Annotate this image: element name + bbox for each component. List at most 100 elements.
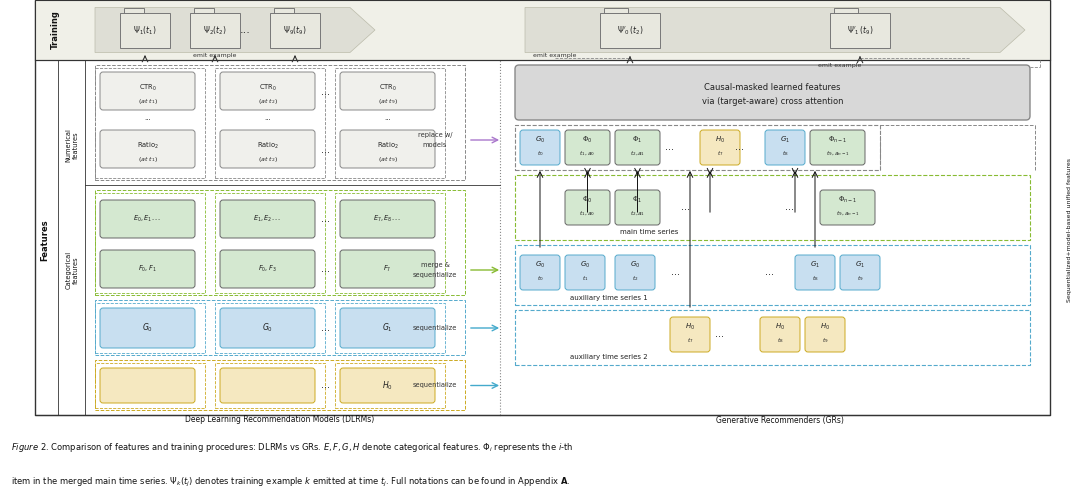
Text: $\Psi_9(t_9)$: $\Psi_9(t_9)$ (283, 24, 307, 37)
Text: $(at\ t_9)$: $(at\ t_9)$ (378, 156, 397, 164)
Text: $\Phi_{n-1}$: $\Phi_{n-1}$ (828, 135, 847, 145)
Text: ...: ... (321, 145, 329, 155)
Text: $(at\ t_2)$: $(at\ t_2)$ (257, 156, 278, 164)
Bar (600, 13, 660, 48)
Text: Numerical
features: Numerical features (66, 128, 79, 162)
FancyBboxPatch shape (220, 368, 315, 403)
Bar (515, 310, 1030, 365)
Text: $t_7$: $t_7$ (687, 336, 693, 345)
Text: ...: ... (321, 214, 329, 224)
Text: ...: ... (671, 267, 679, 277)
Text: $H_0$: $H_0$ (820, 322, 831, 332)
Text: $\mathrm{CTR}_0$: $\mathrm{CTR}_0$ (258, 83, 276, 93)
Text: ...: ... (265, 115, 271, 121)
Text: Categorical
features: Categorical features (66, 251, 79, 289)
Text: $H_0$: $H_0$ (382, 379, 393, 392)
Text: $t_8$: $t_8$ (812, 274, 819, 283)
Bar (215, 68, 325, 178)
Text: Features: Features (41, 219, 50, 261)
Bar (335, 193, 445, 293)
Text: ...: ... (240, 25, 251, 35)
Text: $\mathrm{CTR}_0$: $\mathrm{CTR}_0$ (379, 83, 396, 93)
FancyBboxPatch shape (615, 190, 660, 225)
Bar (95, 68, 205, 178)
Text: $t_8$: $t_8$ (777, 336, 783, 345)
FancyBboxPatch shape (615, 255, 654, 290)
Bar (35, 0, 1050, 60)
Text: $G_1$: $G_1$ (855, 260, 865, 270)
FancyBboxPatch shape (220, 130, 315, 168)
Bar (515, 245, 1030, 305)
Text: $(at\ t_1)$: $(at\ t_1)$ (137, 98, 158, 106)
FancyBboxPatch shape (100, 200, 195, 238)
Text: $H_0$: $H_0$ (685, 322, 696, 332)
FancyArrow shape (525, 8, 1025, 52)
Text: $t_0$: $t_0$ (537, 274, 543, 283)
Text: $\Phi_0$: $\Phi_0$ (582, 195, 593, 205)
Bar (95, 65, 465, 180)
FancyBboxPatch shape (340, 250, 435, 288)
Text: emit example: emit example (819, 62, 862, 68)
FancyBboxPatch shape (220, 308, 315, 348)
Text: ...: ... (321, 380, 329, 390)
Text: $\mathrm{Ratio}_2$: $\mathrm{Ratio}_2$ (257, 141, 279, 151)
Text: $t_8$: $t_8$ (782, 150, 788, 158)
Text: $t_9$: $t_9$ (822, 336, 828, 345)
FancyBboxPatch shape (760, 317, 800, 352)
FancyBboxPatch shape (340, 308, 435, 348)
Text: $t_9,a_{n-1}$: $t_9,a_{n-1}$ (836, 210, 860, 218)
Text: $\mathrm{CTR}_0$: $\mathrm{CTR}_0$ (138, 83, 157, 93)
Text: ...: ... (785, 202, 795, 212)
Bar (95, 300, 465, 355)
FancyBboxPatch shape (670, 317, 710, 352)
Text: ...: ... (321, 264, 329, 274)
Text: $G_1$: $G_1$ (810, 260, 820, 270)
FancyBboxPatch shape (805, 317, 845, 352)
Text: $t_9$: $t_9$ (856, 274, 863, 283)
Text: $t_1,a_0$: $t_1,a_0$ (580, 210, 595, 218)
Text: Sequentialized+model-based unified features: Sequentialized+model-based unified featu… (1067, 158, 1072, 302)
Text: ...: ... (680, 202, 689, 212)
Bar (335, 303, 445, 353)
Bar (95, 360, 465, 410)
Bar (124, 8, 144, 13)
Text: $\Psi'_1\,(t_9)$: $\Psi'_1\,(t_9)$ (847, 24, 874, 37)
Bar (194, 8, 214, 13)
Text: $\Phi_1$: $\Phi_1$ (633, 195, 643, 205)
FancyBboxPatch shape (340, 130, 435, 168)
Text: ...: ... (321, 323, 329, 333)
Text: $G_0$: $G_0$ (580, 260, 590, 270)
Text: item in the merged main time series. $\Psi_k(t_j)$ denotes training example $k$ : item in the merged main time series. $\P… (11, 476, 570, 489)
Text: main time series: main time series (620, 229, 678, 235)
FancyBboxPatch shape (100, 308, 195, 348)
FancyBboxPatch shape (519, 130, 561, 165)
Text: emit example: emit example (193, 54, 237, 59)
Bar (215, 303, 325, 353)
Text: $F_0,F_3$: $F_0,F_3$ (258, 264, 276, 274)
Text: $t_2,\!a_1$: $t_2,\!a_1$ (630, 150, 645, 158)
Text: ...: ... (766, 267, 774, 277)
FancyBboxPatch shape (820, 190, 875, 225)
Text: ...: ... (735, 142, 744, 152)
FancyBboxPatch shape (565, 130, 610, 165)
FancyBboxPatch shape (700, 130, 740, 165)
FancyBboxPatch shape (340, 368, 435, 403)
Bar (335, 68, 445, 178)
Text: ...: ... (321, 87, 329, 97)
FancyBboxPatch shape (220, 72, 315, 110)
Text: $\mathrm{Ratio}_2$: $\mathrm{Ratio}_2$ (137, 141, 159, 151)
Bar (120, 13, 170, 48)
Text: $E_0,E_1...$: $E_0,E_1...$ (133, 214, 162, 224)
FancyBboxPatch shape (100, 368, 195, 403)
Text: $\Phi_{n-1}$: $\Phi_{n-1}$ (838, 195, 858, 205)
FancyBboxPatch shape (515, 65, 1030, 120)
Text: $E_1,E_2...$: $E_1,E_2...$ (254, 214, 282, 224)
Bar (515, 125, 880, 170)
Text: $G_0$: $G_0$ (262, 322, 273, 334)
FancyArrow shape (95, 8, 375, 52)
Text: auxiliary time series 2: auxiliary time series 2 (570, 354, 648, 360)
Text: $t_9,a_{n-1}$: $t_9,a_{n-1}$ (826, 150, 849, 158)
FancyBboxPatch shape (340, 200, 435, 238)
Text: ...: ... (665, 142, 675, 152)
Text: sequentialize: sequentialize (413, 272, 457, 278)
